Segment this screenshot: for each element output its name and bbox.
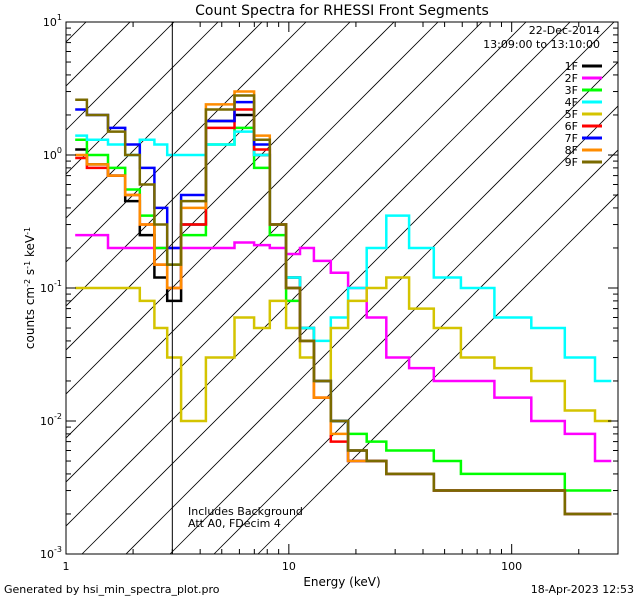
legend-label-9F: 9F (565, 156, 578, 169)
date-info: 22-Dec-2014 13:09:00 to 13:10:00 (483, 24, 600, 51)
legend-label-6F: 6F (565, 120, 578, 133)
y-tick-label: 10-1 (40, 279, 62, 295)
hatch-line (66, 22, 175, 131)
hatched-region (66, 22, 618, 554)
series-lines (75, 90, 612, 516)
legend-label-8F: 8F (565, 144, 578, 157)
hatch-line (66, 22, 571, 527)
legend-label-5F: 5F (565, 108, 578, 121)
annotation-background: Includes Background (188, 505, 303, 518)
hatch-line (81, 22, 615, 554)
hatch-line (66, 22, 483, 439)
annotations: Includes Background Att A0, FDecim 4 (188, 505, 303, 530)
y-tick-label: 10-3 (40, 545, 62, 561)
footer-timestamp: 18-Apr-2023 12:53 (530, 583, 634, 596)
annotation-attenuator: Att A0, FDecim 4 (188, 517, 281, 530)
legend-label-4F: 4F (565, 96, 578, 109)
x-axis-ticks: 1 10 100 (63, 22, 619, 573)
x-tick-label: 10 (282, 560, 296, 573)
hatch-line (66, 22, 219, 175)
hatch-line (66, 22, 131, 87)
hatch-line (213, 149, 618, 554)
legend-label-1F: 1F (565, 60, 578, 73)
time-range-label: 13:09:00 to 13:10:00 (483, 38, 600, 51)
hatch-line (169, 105, 618, 554)
hatch-line (66, 22, 307, 263)
legend-label-2F: 2F (565, 72, 578, 85)
y-axis-label: counts cm-2 s-1 keV-1 (23, 227, 38, 349)
y-tick-label: 10-2 (40, 412, 62, 428)
y-axis-ticks: 101 100 10-1 10-2 10-3 (40, 13, 618, 561)
footer-generated: Generated by hsi_min_spectra_plot.pro (4, 583, 220, 596)
series-line-9F (75, 94, 612, 516)
hatch-line (257, 193, 618, 554)
legend-label-3F: 3F (565, 84, 578, 97)
x-tick-label: 1 (63, 560, 70, 573)
hatch-line (66, 22, 351, 307)
y-tick-label: 100 (43, 146, 62, 162)
hatch-line (66, 22, 395, 351)
chart-title: Count Spectra for RHESSI Front Segments (195, 3, 489, 19)
x-axis-label: Energy (keV) (303, 575, 380, 589)
date-label: 22-Dec-2014 (529, 24, 600, 37)
y-tick-label: 101 (43, 13, 62, 29)
hatch-line (125, 61, 618, 554)
x-tick-label: 100 (501, 560, 522, 573)
hatch-line (66, 22, 263, 219)
legend-label-7F: 7F (565, 132, 578, 145)
hatch-line (66, 22, 439, 395)
